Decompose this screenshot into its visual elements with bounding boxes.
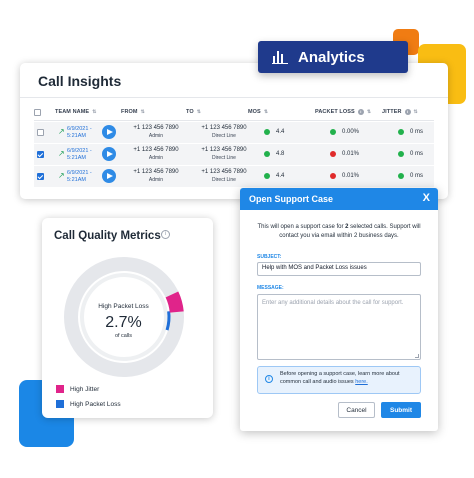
modal-header: Open Support Case X — [240, 188, 438, 210]
info-icon: i — [265, 375, 273, 383]
mos-value: 4.4 — [264, 173, 284, 179]
call-quality-card: Call Quality Metrics i High Packet Loss … — [42, 218, 213, 418]
header-divider — [34, 120, 434, 121]
resize-handle[interactable] — [415, 354, 419, 358]
status-dot — [330, 151, 336, 157]
legend-swatch — [56, 400, 64, 408]
mos-value: 4.8 — [264, 151, 284, 157]
status-dot — [264, 151, 270, 157]
to-number: +1 123 456 7890 Direct Line — [201, 147, 247, 161]
status-dot — [330, 129, 336, 135]
call-quality-title: Call Quality Metrics — [54, 230, 161, 242]
mos-value: 4.4 — [264, 129, 284, 135]
submit-button[interactable]: Submit — [381, 402, 421, 418]
column-jitter[interactable]: JITTER i ⇅ — [382, 109, 418, 115]
row-checkbox[interactable] — [37, 173, 44, 180]
from-number: +1 123 456 7890 Admin — [133, 125, 179, 139]
sort-icon: ⇅ — [196, 109, 202, 115]
jitter-value: 0 ms — [398, 151, 423, 157]
select-all-header — [34, 105, 41, 119]
from-number: +1 123 456 7890 Admin — [133, 169, 179, 183]
modal-title: Open Support Case — [249, 194, 334, 204]
column-team-name[interactable]: TEAM NAME ⇅ — [55, 109, 97, 115]
donut-inner-ring — [80, 273, 168, 361]
notice-link[interactable]: here. — [355, 379, 368, 385]
donut-sublabel: of calls — [114, 333, 133, 339]
column-mos[interactable]: MOS ⇅ — [248, 109, 269, 115]
notice-text: Before opening a support case, learn mor… — [280, 371, 400, 385]
to-number: +1 123 456 7890 Direct Line — [201, 125, 247, 139]
select-all-checkbox[interactable] — [34, 108, 41, 116]
status-dot — [330, 173, 336, 179]
table-row[interactable]: ↗ 6/9/2021 -5:21AM +1 123 456 7890 Admin … — [34, 144, 434, 165]
outgoing-call-icon: ↗ — [58, 171, 65, 180]
call-date[interactable]: 6/9/2021 -5:21AM — [67, 148, 92, 161]
status-dot — [398, 129, 404, 135]
call-date[interactable]: 6/9/2021 -5:21AM — [67, 170, 92, 183]
donut-label: High Packet Loss — [98, 303, 149, 310]
subject-field[interactable]: Help with MOS and Packet Loss issues — [257, 262, 421, 276]
from-number: +1 123 456 7890 Admin — [133, 147, 179, 161]
to-number: +1 123 456 7890 Direct Line — [201, 169, 247, 183]
modal-intro-text: This will open a support case for 2 sele… — [257, 224, 421, 239]
donut-track — [64, 257, 184, 377]
column-to[interactable]: TO ⇅ — [186, 109, 202, 115]
call-insights-card: Call Insights TEAM NAME ⇅ FROM ⇅ TO ⇅ MOS ⇅ … — [20, 63, 448, 199]
message-label: MESSAGE: — [257, 285, 284, 291]
message-textarea[interactable]: Enter any additional details about the c… — [257, 294, 421, 360]
info-notice: i Before opening a support case, learn m… — [257, 366, 421, 394]
column-packet-loss[interactable]: PACKET LOSS i ⇅ — [315, 109, 372, 115]
analytics-badge: Analytics — [258, 41, 408, 73]
packet-loss-value: 0.00% — [330, 129, 359, 135]
play-recording-icon[interactable] — [102, 125, 116, 139]
call-insights-title: Call Insights — [38, 73, 122, 89]
status-dot — [398, 173, 404, 179]
subject-label: SUBJECT: — [257, 254, 282, 260]
donut-segment-high-packet-loss — [165, 311, 171, 331]
sort-icon: ⇅ — [140, 109, 145, 115]
status-dot — [264, 129, 270, 135]
cancel-button[interactable]: Cancel — [338, 402, 375, 418]
row-checkbox[interactable] — [37, 129, 44, 136]
analytics-label: Analytics — [298, 48, 365, 66]
row-checkbox[interactable] — [37, 151, 44, 158]
quality-donut — [64, 257, 184, 377]
jitter-value: 0 ms — [398, 173, 423, 179]
sort-icon: ⇅ — [92, 109, 97, 115]
legend-swatch — [56, 385, 64, 393]
outgoing-call-icon: ↗ — [58, 127, 65, 136]
table-row[interactable]: ↗ 6/9/2021 -5:21AM +1 123 456 7890 Admin … — [34, 166, 434, 187]
play-recording-icon[interactable] — [102, 169, 116, 183]
donut-segment-high-jitter — [165, 291, 184, 313]
outgoing-call-icon: ↗ — [58, 149, 65, 158]
status-dot — [398, 151, 404, 157]
play-recording-icon[interactable] — [102, 147, 116, 161]
open-support-case-modal: Open Support Case X This will open a sup… — [240, 188, 438, 431]
jitter-value: 0 ms — [398, 129, 423, 135]
column-from[interactable]: FROM ⇅ — [121, 109, 145, 115]
sort-icon: ⇅ — [413, 109, 418, 115]
call-date[interactable]: 6/9/2021 -5:21AM — [67, 126, 92, 139]
message-placeholder: Enter any additional details about the c… — [262, 300, 404, 306]
info-icon: i — [404, 109, 411, 115]
info-icon: i — [357, 109, 364, 115]
legend-item-high-jitter: High Jitter — [56, 385, 99, 393]
donut-value: 2.7% — [105, 314, 142, 331]
packet-loss-value: 0.01% — [330, 151, 359, 157]
sort-icon: ⇅ — [263, 109, 269, 115]
legend-item-high-packet-loss: High Packet Loss — [56, 400, 121, 408]
info-icon[interactable]: i — [161, 230, 170, 239]
sort-icon: ⇅ — [366, 109, 372, 115]
packet-loss-value: 0.01% — [330, 173, 359, 179]
close-icon[interactable]: X — [422, 192, 430, 204]
table-row[interactable]: ↗ 6/9/2021 -5:21AM +1 123 456 7890 Admin … — [34, 122, 434, 143]
title-divider — [20, 97, 448, 98]
status-dot — [264, 173, 270, 179]
bar-chart-icon — [272, 51, 288, 64]
